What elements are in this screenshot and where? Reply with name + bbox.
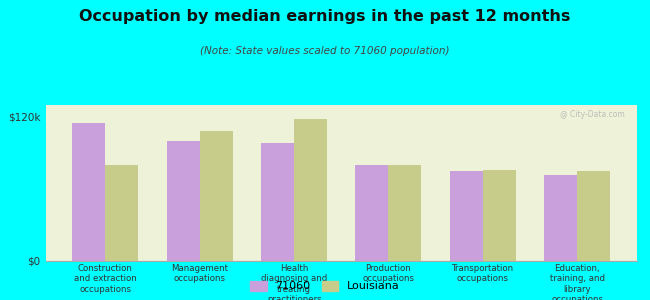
Bar [483, 170, 516, 261]
Bar [450, 171, 483, 261]
Bar [294, 119, 327, 261]
Bar [544, 175, 577, 261]
Bar [72, 123, 105, 261]
Bar [166, 141, 200, 261]
Bar [389, 165, 421, 261]
Bar [200, 131, 233, 261]
Text: Occupation by median earnings in the past 12 months: Occupation by median earnings in the pas… [79, 9, 571, 24]
Text: @ City-Data.com: @ City-Data.com [560, 110, 625, 119]
Bar [261, 143, 294, 261]
Legend: 71060, Louisiana: 71060, Louisiana [250, 281, 400, 291]
Bar [105, 165, 138, 261]
Bar [577, 171, 610, 261]
Text: (Note: State values scaled to 71060 population): (Note: State values scaled to 71060 popu… [200, 46, 450, 56]
Bar [356, 165, 389, 261]
